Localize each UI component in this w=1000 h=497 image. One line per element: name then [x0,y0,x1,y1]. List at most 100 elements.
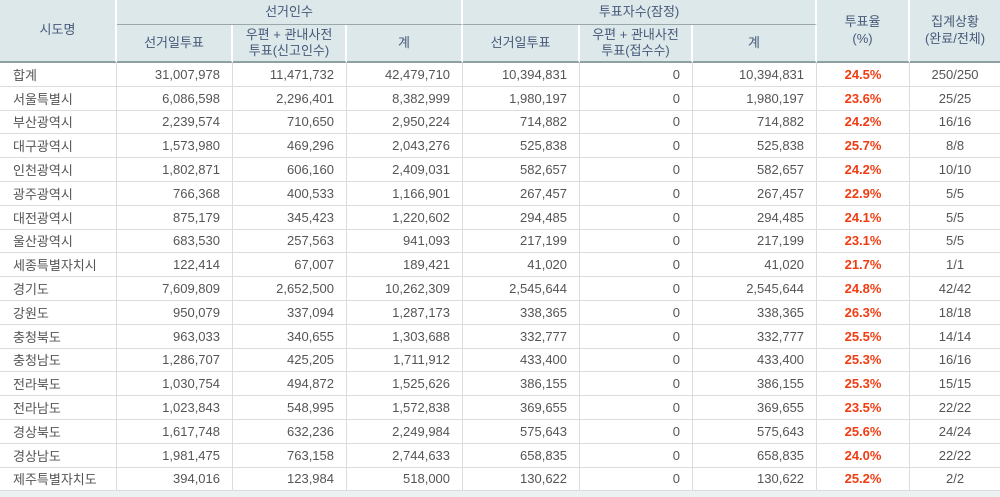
cell-electors-total: 10,262,309 [347,277,464,301]
cell-turnout: 24.0% [817,443,911,468]
cell-electors-day: 31,007,978 [117,63,233,87]
cell-voters-day: 332,777 [463,324,581,349]
col-header-status: 집계상황 (완료/전체) [910,0,1000,63]
cell-voters-day: 582,657 [463,158,581,182]
cell-electors-mail: 606,160 [233,158,347,182]
cell-electors-day: 1,617,748 [117,419,233,444]
cell-status: 10/10 [910,158,1000,182]
col-header-electors-mail: 우편 + 관내사전 투표(신고인수) [233,25,347,63]
cell-electors-total: 1,220,602 [347,205,464,230]
cell-electors-day: 766,368 [117,181,233,206]
cell-electors-total: 1,166,901 [347,181,464,206]
table-row: 충청북도 963,033 340,655 1,303,688 332,777 0 332,7… [0,324,1000,349]
cell-region: 충청남도 [0,348,117,373]
cell-electors-day: 1,286,707 [117,348,233,373]
cell-region: 충청북도 [0,324,117,349]
cell-electors-mail: 123,984 [233,467,347,492]
cell-voters-mail: 0 [580,467,694,492]
cell-electors-mail: 494,872 [233,372,347,397]
cell-voters-total: 294,485 [693,205,818,230]
cell-voters-day: 369,655 [463,396,581,420]
cell-turnout: 25.3% [817,372,911,397]
col-header-voters-total: 계 [693,25,818,63]
cell-turnout: 25.6% [817,419,911,444]
table-row: 경상남도 1,981,475 763,158 2,744,633 658,835 0 658… [0,443,1000,468]
cell-voters-total: 10,394,831 [693,63,818,87]
cell-voters-day: 433,400 [463,348,581,373]
cell-turnout: 23.1% [817,229,911,254]
cell-voters-mail: 0 [580,205,694,230]
cell-voters-total: 2,545,644 [693,277,818,301]
cell-voters-mail: 0 [580,277,694,301]
cell-voters-day: 217,199 [463,229,581,254]
table-row: 인천광역시 1,802,871 606,160 2,409,031 582,657 0 58… [0,158,1000,182]
cell-voters-day: 658,835 [463,443,581,468]
cell-turnout: 24.2% [817,158,911,182]
cell-voters-total: 217,199 [693,229,818,254]
cell-electors-mail: 763,158 [233,443,347,468]
cell-region: 전라북도 [0,372,117,397]
cell-region: 강원도 [0,300,117,325]
col-header-region: 시도명 [0,0,117,63]
cell-turnout: 25.3% [817,348,911,373]
cell-turnout: 26.3% [817,300,911,325]
cell-electors-day: 1,802,871 [117,158,233,182]
cell-voters-mail: 0 [580,63,694,87]
cell-electors-day: 963,033 [117,324,233,349]
cell-voters-total: 332,777 [693,324,818,349]
cell-electors-total: 42,479,710 [347,63,464,87]
cell-region: 인천광역시 [0,158,117,182]
cell-status: 2/2 [910,467,1000,492]
cell-electors-total: 518,000 [347,467,464,492]
table-row: 강원도 950,079 337,094 1,287,173 338,365 0 338,36… [0,300,1000,325]
cell-voters-day: 1,980,197 [463,86,581,111]
cell-voters-day: 575,643 [463,419,581,444]
cell-region: 경기도 [0,277,117,301]
cell-electors-total: 941,093 [347,229,464,254]
col-header-voters-day: 선거일투표 [463,25,581,63]
table-body: 합계 31,007,978 11,471,732 42,479,710 10,394,8… [0,63,1000,492]
table-header: 시도명 선거인수 투표자수(잠정) 투표율 (%) 집계상황 (완료/전체) 선… [0,0,1000,63]
cell-voters-mail: 0 [580,419,694,444]
cell-status: 8/8 [910,134,1000,159]
cell-electors-mail: 337,094 [233,300,347,325]
cell-status: 15/15 [910,372,1000,397]
cell-turnout: 23.5% [817,396,911,420]
cell-voters-mail: 0 [580,158,694,182]
cell-electors-total: 1,287,173 [347,300,464,325]
cell-electors-mail: 67,007 [233,253,347,278]
table-row: 합계 31,007,978 11,471,732 42,479,710 10,394,8… [0,63,1000,87]
cell-voters-mail: 0 [580,300,694,325]
cell-status: 22/22 [910,443,1000,468]
cell-voters-mail: 0 [580,396,694,420]
col-header-voters-mail: 우편 + 관내사전 투표(접수수) [580,25,694,63]
cell-voters-mail: 0 [580,324,694,349]
cell-voters-mail: 0 [580,372,694,397]
cell-region: 대전광역시 [0,205,117,230]
cell-turnout: 24.1% [817,205,911,230]
cell-voters-total: 386,155 [693,372,818,397]
cell-electors-mail: 548,995 [233,396,347,420]
cell-status: 1/1 [910,253,1000,278]
table-row: 전라북도 1,030,754 494,872 1,525,626 386,155 0 386… [0,372,1000,397]
col-header-turnout: 투표율 (%) [817,0,911,63]
cell-region: 부산광역시 [0,110,117,135]
cell-electors-day: 122,414 [117,253,233,278]
cell-region: 경상북도 [0,419,117,444]
cell-voters-mail: 0 [580,443,694,468]
cell-turnout: 24.2% [817,110,911,135]
cell-status: 5/5 [910,229,1000,254]
cell-voters-day: 10,394,831 [463,63,581,87]
cell-electors-day: 1,981,475 [117,443,233,468]
cell-voters-mail: 0 [580,253,694,278]
table-row: 대전광역시 875,179 345,423 1,220,602 294,485 0 294,… [0,205,1000,230]
table-row: 대구광역시 1,573,980 469,296 2,043,276 525,838 0 52… [0,134,1000,159]
cell-voters-day: 338,365 [463,300,581,325]
cell-electors-day: 1,023,843 [117,396,233,420]
cell-electors-day: 394,016 [117,467,233,492]
cell-region: 경상남도 [0,443,117,468]
cell-turnout: 22.9% [817,181,911,206]
cell-electors-mail: 2,652,500 [233,277,347,301]
cell-voters-total: 1,980,197 [693,86,818,111]
